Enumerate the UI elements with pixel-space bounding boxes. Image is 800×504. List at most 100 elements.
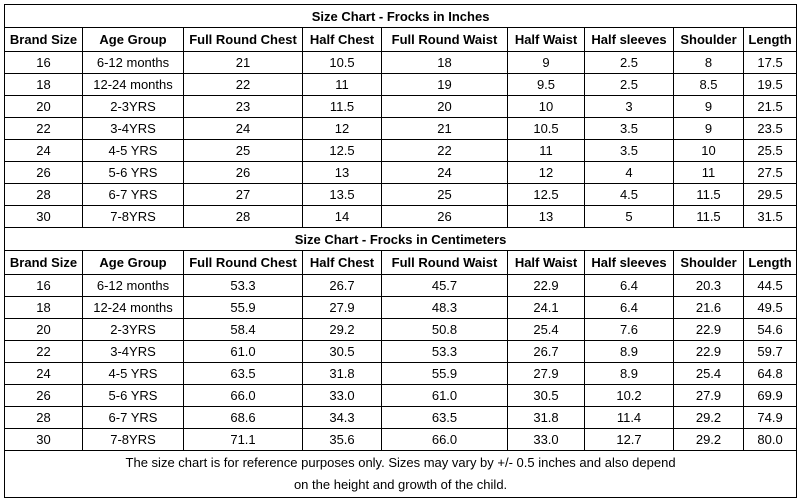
- footer-row: The size chart is for reference purposes…: [3, 450, 798, 498]
- cell: 68.6: [183, 406, 303, 429]
- cell: 9: [673, 95, 744, 118]
- cell: 11: [302, 73, 382, 96]
- cell: 9: [507, 51, 585, 74]
- cell: 80.0: [742, 428, 798, 451]
- cell: 12.5: [507, 183, 585, 206]
- column-header: Full Round Waist: [381, 27, 508, 52]
- cell: 61.0: [381, 384, 508, 407]
- title-row: Size Chart - Frocks in Centimeters: [3, 227, 798, 251]
- cell: 18: [4, 73, 83, 96]
- cell: 12-24 months: [82, 296, 184, 319]
- cell: 11.5: [673, 205, 744, 228]
- data-row: 18 12-24 months 55.9 27.9 48.3 24.1 6.4 21.6 49.…: [4, 296, 798, 319]
- title-row: Size Chart - Frocks in Inches: [3, 4, 798, 28]
- cell: 22: [4, 117, 83, 140]
- column-header: Length: [742, 27, 798, 52]
- column-header: Half Chest: [302, 27, 382, 52]
- cell: 9: [673, 117, 744, 140]
- cell: 13: [302, 161, 382, 184]
- cell: 10.2: [584, 384, 674, 407]
- column-header: Half sleeves: [584, 27, 674, 52]
- column-header: Age Group: [82, 27, 184, 52]
- cell: 6-12 months: [82, 274, 184, 297]
- cell: 21: [183, 51, 303, 74]
- cell: 20: [4, 318, 83, 341]
- cell: 9.5: [507, 73, 585, 96]
- column-header: Brand Size: [4, 250, 83, 275]
- footer-note: The size chart is for reference purposes…: [3, 450, 798, 498]
- cell: 11.5: [302, 95, 382, 118]
- cell: 14: [302, 205, 382, 228]
- cell: 4-5 YRS: [82, 362, 184, 385]
- cell: 3-4YRS: [82, 117, 184, 140]
- data-row: 28 6-7 YRS 27 13.5 25 12.5 4.5 11.5 29.5: [4, 183, 798, 206]
- cell: 12.7: [584, 428, 674, 451]
- cell: 25.5: [742, 139, 798, 162]
- cell: 22.9: [673, 340, 744, 363]
- cell: 49.5: [742, 296, 798, 319]
- cell: 19: [381, 73, 508, 96]
- cell: 25.4: [507, 318, 585, 341]
- cell: 22.9: [507, 274, 585, 297]
- cell: 5: [584, 205, 674, 228]
- cell: 31.5: [742, 205, 798, 228]
- cell: 24: [4, 139, 83, 162]
- cell: 55.9: [381, 362, 508, 385]
- footer-line: on the height and growth of the child.: [293, 477, 508, 492]
- cell: 18: [4, 296, 83, 319]
- cell: 64.8: [742, 362, 798, 385]
- cell: 8.9: [584, 340, 674, 363]
- cell: 5-6 YRS: [82, 384, 184, 407]
- cell: 24: [4, 362, 83, 385]
- cell: 53.3: [183, 274, 303, 297]
- cell: 2-3YRS: [82, 95, 184, 118]
- data-row: 22 3-4YRS 24 12 21 10.5 3.5 9 23.5: [4, 117, 798, 140]
- cell: 31.8: [507, 406, 585, 429]
- data-row: 28 6-7 YRS 68.6 34.3 63.5 31.8 11.4 29.2 74.9: [4, 406, 798, 429]
- column-header: Half sleeves: [584, 250, 674, 275]
- cell: 11.4: [584, 406, 674, 429]
- cell: 25: [183, 139, 303, 162]
- cell: 33.0: [507, 428, 585, 451]
- column-header: Full Round Waist: [381, 250, 508, 275]
- column-header: Age Group: [82, 250, 184, 275]
- cell: 4: [584, 161, 674, 184]
- cell: 59.7: [742, 340, 798, 363]
- cell: 74.9: [742, 406, 798, 429]
- column-header: Shoulder: [673, 250, 744, 275]
- data-row: 16 6-12 months 21 10.5 18 9 2.5 8 17.5: [4, 51, 798, 74]
- cell: 27.5: [742, 161, 798, 184]
- cell: 24: [183, 117, 303, 140]
- cell: 26: [4, 161, 83, 184]
- cell: 63.5: [381, 406, 508, 429]
- cell: 8.9: [584, 362, 674, 385]
- cell: 7-8YRS: [82, 205, 184, 228]
- cell: 29.2: [673, 406, 744, 429]
- cell: 29.2: [673, 428, 744, 451]
- section-title: Size Chart - Frocks in Centimeters: [3, 227, 798, 251]
- data-row: 20 2-3YRS 58.4 29.2 50.8 25.4 7.6 22.9 54.6: [4, 318, 798, 341]
- cell: 3-4YRS: [82, 340, 184, 363]
- data-row: 20 2-3YRS 23 11.5 20 10 3 9 21.5: [4, 95, 798, 118]
- cell: 28: [4, 406, 83, 429]
- cell: 13: [507, 205, 585, 228]
- cell: 26: [4, 384, 83, 407]
- header-row: Brand Size Age Group Full Round Chest Half …: [4, 250, 798, 275]
- data-row: 22 3-4YRS 61.0 30.5 53.3 26.7 8.9 22.9 59.7: [4, 340, 798, 363]
- header-row: Brand Size Age Group Full Round Chest Half …: [4, 27, 798, 52]
- cell: 10.5: [302, 51, 382, 74]
- cell: 26.7: [507, 340, 585, 363]
- cell: 54.6: [742, 318, 798, 341]
- cell: 6.4: [584, 274, 674, 297]
- cell: 17.5: [742, 51, 798, 74]
- cell: 7-8YRS: [82, 428, 184, 451]
- cell: 69.9: [742, 384, 798, 407]
- cell: 10.5: [507, 117, 585, 140]
- column-header: Full Round Chest: [183, 27, 303, 52]
- cell: 5-6 YRS: [82, 161, 184, 184]
- cell: 26.7: [302, 274, 382, 297]
- cell: 63.5: [183, 362, 303, 385]
- cell: 44.5: [742, 274, 798, 297]
- cell: 22: [183, 73, 303, 96]
- cell: 13.5: [302, 183, 382, 206]
